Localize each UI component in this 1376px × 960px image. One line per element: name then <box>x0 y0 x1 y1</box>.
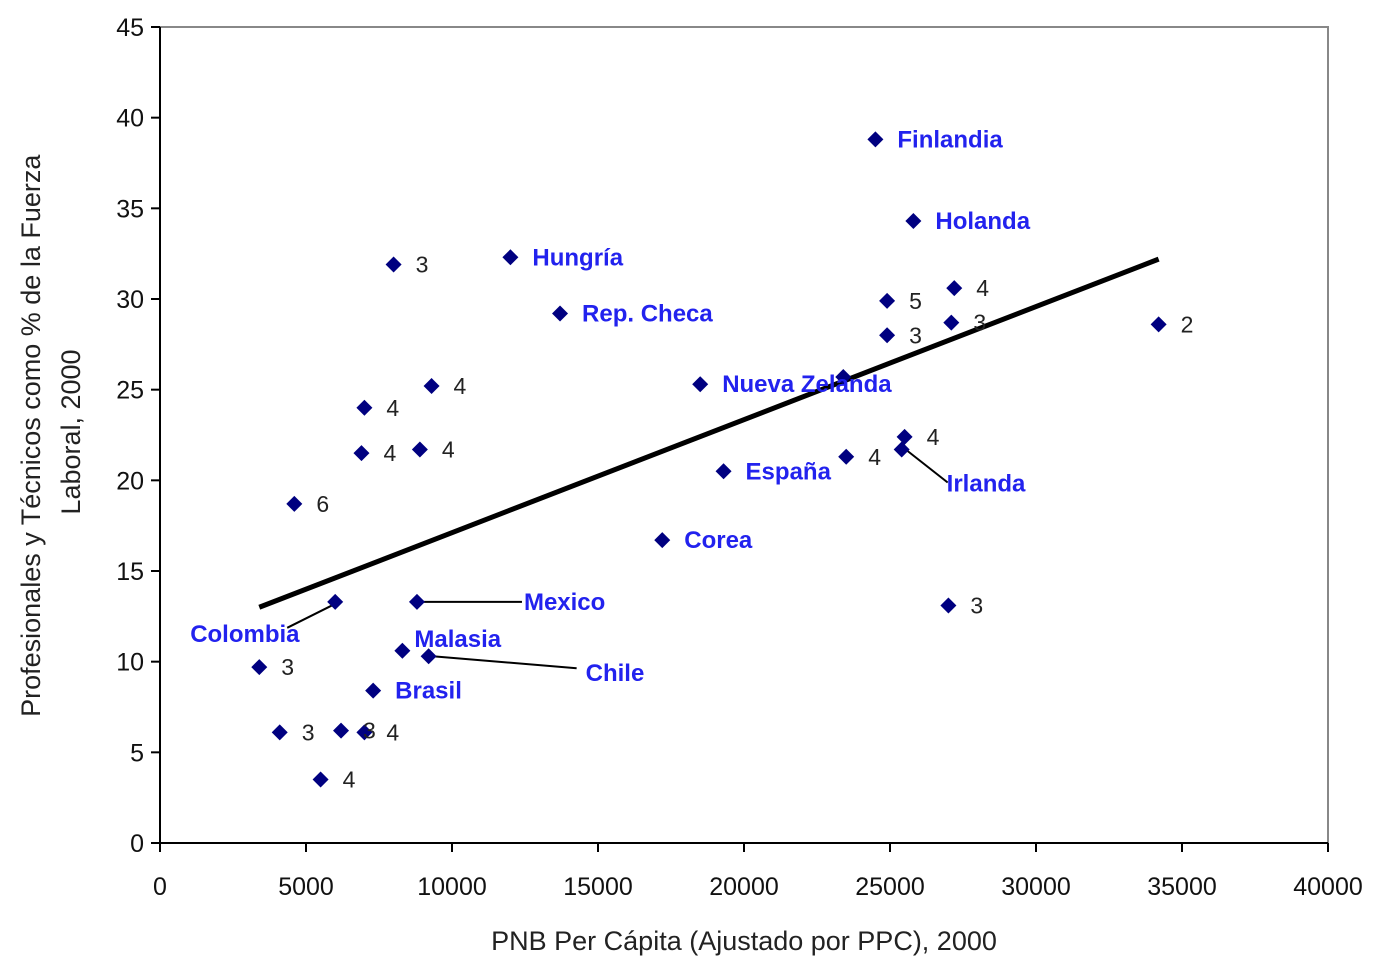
country-label: Brasil <box>395 678 462 705</box>
data-point-marker <box>940 597 957 614</box>
x-tick-label: 25000 <box>855 873 925 901</box>
leader-line <box>286 600 340 629</box>
count-label: 4 <box>343 767 356 793</box>
data-point-marker <box>1150 316 1167 333</box>
country-label: Irlanda <box>947 471 1026 498</box>
data-point-marker <box>333 722 350 739</box>
data-point-marker <box>552 305 569 322</box>
y-tick-label: 15 <box>116 558 144 586</box>
x-tick-label: 35000 <box>1147 873 1217 901</box>
country-label: España <box>746 458 832 485</box>
leader-lines <box>286 448 949 670</box>
count-label: 3 <box>302 719 315 745</box>
count-label: 4 <box>454 373 467 399</box>
y-tick-label: 5 <box>130 739 144 767</box>
y-tick-label: 25 <box>116 377 144 405</box>
count-label: 4 <box>976 275 989 301</box>
y-tick-label: 10 <box>116 649 144 677</box>
data-point-marker <box>385 256 402 273</box>
country-label: Rep. Checa <box>582 301 713 328</box>
data-point-marker <box>312 771 329 788</box>
leader-line <box>905 448 949 484</box>
data-point-marker <box>502 249 519 266</box>
data-point-marker <box>896 428 913 445</box>
country-label: Colombia <box>190 621 300 648</box>
data-point-marker <box>408 593 425 610</box>
data-point-marker <box>893 441 910 458</box>
country-label: Nueva Zelanda <box>722 371 892 398</box>
y-axis-title: Profesionales y Técnicos como % de la Fu… <box>16 147 86 717</box>
data-point-marker <box>271 724 288 741</box>
y-tick-label: 35 <box>116 195 144 223</box>
x-tick-label: 30000 <box>1001 873 1071 901</box>
count-label: 6 <box>316 491 329 517</box>
data-point-marker <box>353 445 370 462</box>
x-tick-label: 15000 <box>563 873 633 901</box>
count-label: 4 <box>927 424 940 450</box>
data-point-marker <box>286 495 303 512</box>
x-tick-label: 40000 <box>1293 873 1363 901</box>
axes: 0 5000 10000 15000 20000 25000 30000 35000 40000… <box>116 14 1363 901</box>
count-label: 3 <box>363 718 376 744</box>
count-label: 5 <box>909 288 922 314</box>
count-label: 2 <box>1181 311 1194 337</box>
data-point-marker <box>946 280 963 297</box>
x-tick-label: 10000 <box>417 873 487 901</box>
count-label: 3 <box>973 310 986 336</box>
data-point-marker <box>879 327 896 344</box>
data-point-marker <box>867 131 884 148</box>
y-tick-label: 40 <box>116 105 144 133</box>
y-axis-title-line-1: Profesionales y Técnicos como % de la Fu… <box>16 154 46 717</box>
data-point-marker <box>905 213 922 230</box>
data-point-marker <box>654 532 671 549</box>
count-label: 3 <box>909 322 922 348</box>
y-tick-label: 30 <box>116 286 144 314</box>
country-label: Finlandia <box>897 126 1003 153</box>
data-point-marker <box>835 368 852 385</box>
y-tick-label: 0 <box>130 830 144 858</box>
trendline <box>258 256 1160 610</box>
y-tick-label: 45 <box>116 14 144 42</box>
data-point-marker <box>715 463 732 480</box>
country-label: Mexico <box>524 589 605 616</box>
data-point-marker <box>943 314 960 331</box>
data-point-marker <box>411 441 428 458</box>
data-point-marker <box>879 292 896 309</box>
country-label: Malasia <box>414 626 501 653</box>
data-point-marker <box>356 724 373 741</box>
y-axis-title-line-2: Laboral, 2000 <box>56 349 86 514</box>
x-tick-label: 5000 <box>278 873 334 901</box>
data-points <box>251 131 1167 788</box>
country-label: Chile <box>586 660 645 687</box>
count-label: 3 <box>970 592 983 618</box>
y-tick-label: 20 <box>116 467 144 495</box>
count-label: 3 <box>416 252 429 278</box>
point-labels: Finlandia Holanda Hungría Rep. Checa Nueva Z… <box>190 126 1193 792</box>
data-point-marker <box>356 399 373 416</box>
count-label: 4 <box>442 437 455 463</box>
count-label: 4 <box>386 719 399 745</box>
country-label: Hungría <box>532 244 623 271</box>
count-label: 4 <box>383 440 396 466</box>
count-label: 4 <box>386 395 399 421</box>
data-point-marker <box>420 648 437 665</box>
trendline-group <box>258 256 1160 610</box>
count-label: 3 <box>281 654 294 680</box>
data-point-marker <box>327 593 344 610</box>
x-tick-label: 0 <box>153 873 167 901</box>
leader-line <box>432 655 577 670</box>
data-point-marker <box>692 376 709 393</box>
count-label: 4 <box>868 444 881 470</box>
x-tick-label: 20000 <box>709 873 779 901</box>
data-point-marker <box>838 448 855 465</box>
data-point-marker <box>251 659 268 676</box>
data-point-marker <box>394 642 411 659</box>
data-point-marker <box>365 682 382 699</box>
country-label: Corea <box>684 527 753 554</box>
data-point-marker <box>423 378 440 395</box>
country-label: Holanda <box>935 208 1030 235</box>
plot-area <box>159 26 1329 844</box>
x-axis-title: PNB Per Cápita (Ajustado por PPC), 2000 <box>491 926 997 956</box>
